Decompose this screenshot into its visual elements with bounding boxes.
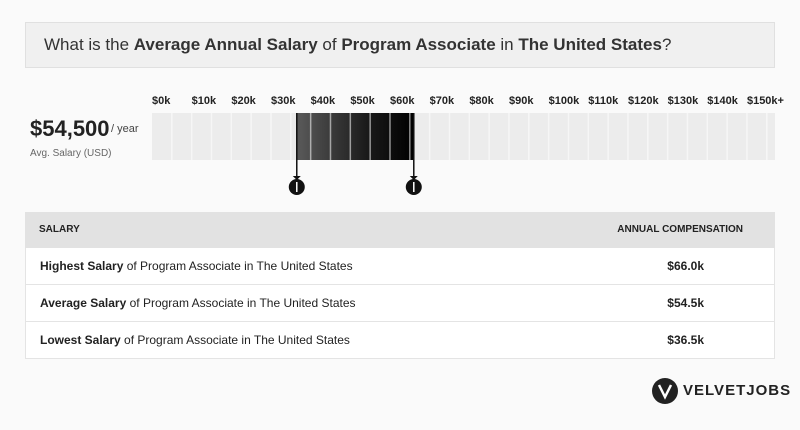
tick-label: $80k: [469, 95, 494, 107]
row-label: Average Salary of Program Associate in T…: [40, 285, 356, 321]
tick-label: $140k: [707, 95, 738, 107]
tick-label: $150k+: [747, 95, 784, 107]
row-value: $54.5k: [667, 296, 704, 310]
tick-label: $0k: [152, 95, 171, 107]
title-part: Average Annual Salary: [133, 35, 318, 54]
row-label-rest: of Program Associate in The United State…: [126, 296, 356, 310]
tick-label: $30k: [271, 95, 296, 107]
table-row: Average Salary of Program Associate in T…: [25, 285, 775, 322]
tick-label: $10k: [192, 95, 217, 107]
tick-label: $90k: [509, 95, 534, 107]
row-label: Lowest Salary of Program Associate in Th…: [40, 322, 350, 358]
title-part: ?: [661, 35, 672, 54]
tick-label: $130k: [668, 95, 699, 107]
scale-track: [152, 113, 775, 160]
salary-period: / year: [111, 123, 139, 135]
avg-salary: $54,500: [30, 116, 110, 141]
tick-label: $120k: [628, 95, 659, 107]
title-part: Program Associate: [341, 35, 496, 54]
salary-caption: Avg. Salary (USD): [30, 148, 112, 159]
tick-label: $50k: [350, 95, 375, 107]
row-value: $36.5k: [667, 333, 704, 347]
title-part: of: [317, 35, 342, 54]
row-label-rest: of Program Associate in The United State…: [123, 259, 353, 273]
row-value: $66.0k: [667, 259, 704, 273]
header-cell: ANNUAL COMPENSATION: [617, 224, 743, 235]
title-part: The United States: [518, 35, 662, 54]
tick-label: $110k: [588, 95, 619, 107]
brand-name: VELVETJOBS: [683, 382, 792, 399]
tick-label: $100k: [549, 95, 580, 107]
tick-label: $70k: [430, 95, 455, 107]
table-header: SALARY ANNUAL COMPENSATION: [25, 212, 775, 248]
row-label-bold: Lowest Salary: [40, 333, 121, 347]
title-part: in: [495, 35, 519, 54]
tick-label: $20k: [231, 95, 256, 107]
marker-knot: [292, 176, 301, 180]
header-cell: SALARY: [39, 224, 80, 235]
salary-scale: $0k $10k $20k $30k $40k $50k $60k $70k $80k $90k $…: [152, 95, 784, 195]
tick-label: $40k: [311, 95, 336, 107]
table-row: Highest Salary of Program Associate in T…: [25, 248, 775, 285]
row-label: Highest Salary of Program Associate in T…: [40, 248, 353, 284]
table-row: Lowest Salary of Program Associate in Th…: [25, 322, 775, 359]
salary-range: [296, 113, 414, 160]
salary-table: SALARY ANNUAL COMPENSATION Highest Salar…: [25, 212, 775, 359]
tick-label: $60k: [390, 95, 415, 107]
title-part: What is the: [44, 35, 134, 54]
row-label-rest: of Program Associate in The United State…: [120, 333, 350, 347]
marker-knot: [409, 176, 418, 180]
row-label-bold: Average Salary: [40, 296, 127, 310]
title: What is the Average Annual Salary of Pro…: [25, 22, 775, 68]
brand-logo: [652, 378, 678, 404]
row-label-bold: Highest Salary: [40, 259, 124, 273]
